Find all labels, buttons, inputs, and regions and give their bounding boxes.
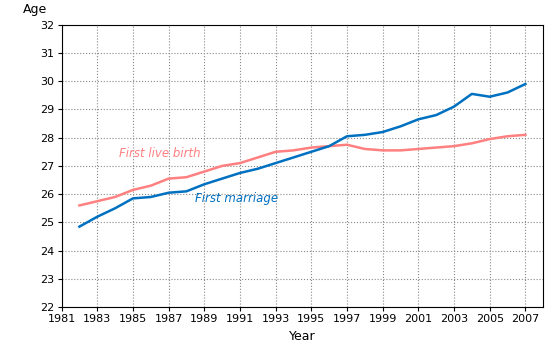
X-axis label: Year: Year [289,330,316,343]
Text: First marriage: First marriage [195,192,278,205]
Text: Age: Age [23,3,48,16]
Text: First live birth: First live birth [119,147,200,160]
